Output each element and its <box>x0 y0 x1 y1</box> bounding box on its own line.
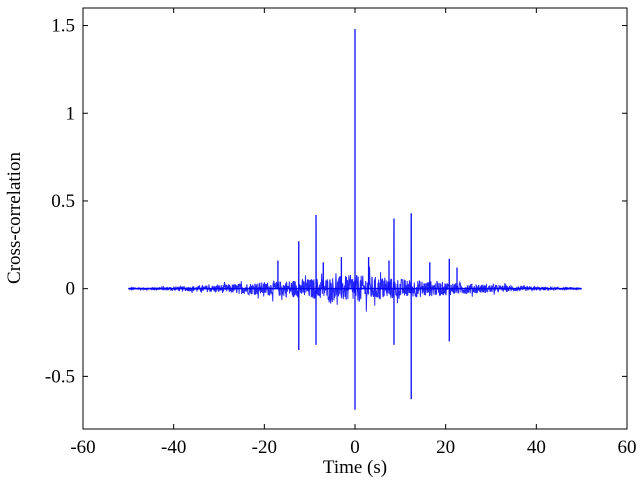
y-tick-label: 0 <box>66 279 76 300</box>
x-axis-ticks: -60 -40 -20 0 20 40 60 <box>70 8 637 458</box>
y-tick-label: -0.5 <box>45 366 75 387</box>
y-tick-label: 1 <box>66 103 76 124</box>
series-layer <box>128 29 582 410</box>
x-tick-label: -40 <box>161 437 186 458</box>
y-tick-label: 1.5 <box>51 16 75 37</box>
x-tick-label: -20 <box>252 437 277 458</box>
y-tick-label: 0.5 <box>51 191 75 212</box>
y-axis-label: Cross-correlation <box>4 152 25 284</box>
x-tick-label: 0 <box>350 437 360 458</box>
x-tick-label: 60 <box>618 437 637 458</box>
x-axis-label: Time (s) <box>323 457 387 478</box>
x-tick-label: 20 <box>436 437 455 458</box>
x-tick-label: 40 <box>527 437 546 458</box>
y-axis-ticks: -0.5 0 0.5 1 1.5 <box>45 16 627 387</box>
x-tick-label: -60 <box>70 437 95 458</box>
